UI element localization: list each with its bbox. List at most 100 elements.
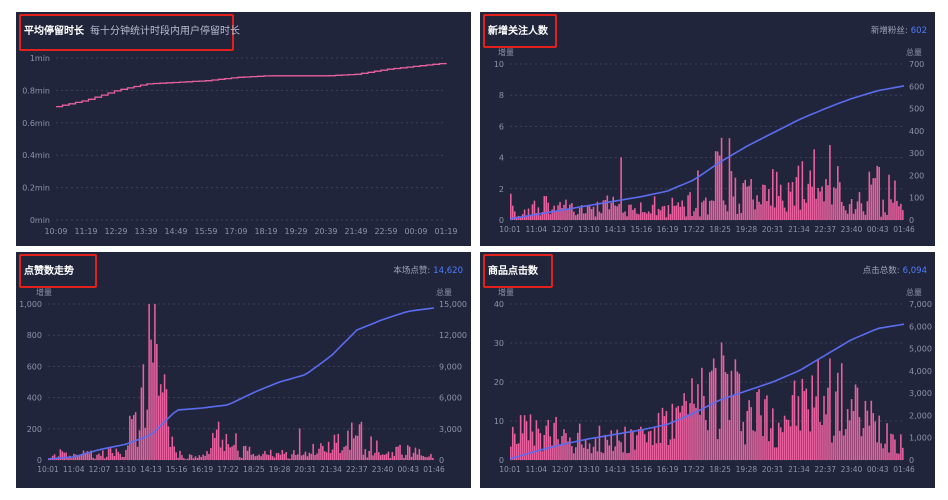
increment-bar <box>376 440 378 460</box>
x-tick-label: 20:31 <box>762 465 784 474</box>
increment-bar <box>381 454 384 460</box>
increment-bar <box>322 446 324 460</box>
y-tick-label: 0.2min <box>22 184 50 193</box>
increment-bar <box>202 454 204 460</box>
increment-bar <box>628 452 630 460</box>
increment-bar <box>673 205 676 220</box>
increment-bar <box>291 454 293 460</box>
increment-bar <box>671 197 674 220</box>
increment-bar <box>641 428 644 460</box>
increment-bar <box>545 196 548 220</box>
increment-bar <box>876 165 878 220</box>
x-tick-label: 16:19 <box>192 465 214 474</box>
increment-bar <box>596 451 599 460</box>
increment-bar <box>710 370 713 460</box>
increment-bar <box>306 456 309 460</box>
increment-bar <box>657 208 660 220</box>
increment-bar <box>569 437 571 460</box>
right-tick-label: 100 <box>909 194 924 203</box>
increment-bar <box>734 177 737 220</box>
increment-bar <box>246 450 249 460</box>
increment-bar <box>892 202 894 220</box>
increment-bar <box>414 447 417 460</box>
panel-title: 新增关注人数 <box>488 26 548 37</box>
right-tick-label: 12,000 <box>439 331 467 340</box>
increment-bar <box>632 430 634 460</box>
increment-bar <box>519 217 522 220</box>
increment-bar <box>801 161 804 220</box>
left-tick-label: 20 <box>494 378 504 387</box>
left-tick-label: 30 <box>494 339 504 348</box>
increment-bar <box>870 184 873 220</box>
increment-bar <box>590 209 593 220</box>
increment-bar <box>109 448 112 460</box>
right-axis-label: 总量 <box>436 287 452 297</box>
increment-bar <box>186 458 189 460</box>
increment-bar <box>669 439 672 460</box>
increment-bar <box>248 446 251 460</box>
stay-duration-line <box>56 62 447 108</box>
increment-bar <box>144 427 147 460</box>
left-tick-label: 600 <box>27 362 42 371</box>
increment-bar <box>779 427 782 460</box>
increment-bar <box>651 204 654 220</box>
increment-bar <box>795 177 798 220</box>
left-tick-label: 0 <box>37 456 42 465</box>
increment-bar <box>900 434 902 460</box>
increment-bar <box>206 451 208 460</box>
increment-bar <box>152 362 154 460</box>
increment-bar <box>96 454 98 460</box>
increment-bar <box>714 151 717 220</box>
increment-bar <box>337 433 340 460</box>
increment-bar <box>223 451 226 460</box>
x-tick-label: 10:09 <box>44 227 67 236</box>
increment-bar <box>866 410 869 460</box>
increment-bar <box>584 213 587 220</box>
increment-bar <box>882 448 884 460</box>
increment-bar <box>163 374 166 460</box>
x-tick-label: 12:07 <box>552 225 574 234</box>
increment-bar <box>661 206 664 220</box>
increment-bar <box>183 458 185 460</box>
increment-bar <box>643 434 646 460</box>
increment-bar <box>681 405 683 460</box>
increment-bar <box>612 450 615 460</box>
x-tick-label: 23:40 <box>372 465 394 474</box>
title-highlight-box <box>19 254 97 288</box>
increment-bar <box>622 452 624 460</box>
x-tick-label: 16:19 <box>657 465 679 474</box>
increment-bar <box>799 209 802 220</box>
increment-bar <box>797 396 800 460</box>
increment-bar <box>130 419 133 460</box>
increment-bar <box>119 453 121 460</box>
increment-bar <box>768 189 770 220</box>
increment-bar <box>127 445 129 460</box>
increment-bar <box>406 445 409 460</box>
increment-bar <box>63 452 65 460</box>
increment-bar <box>610 430 613 460</box>
increment-bar <box>685 216 687 220</box>
increment-bar <box>649 213 652 220</box>
increment-bar <box>557 439 559 460</box>
increment-bar <box>349 449 351 460</box>
increment-bar <box>632 209 634 220</box>
increment-bar <box>795 425 798 460</box>
increment-bar <box>838 182 841 220</box>
increment-bar <box>663 205 666 220</box>
increment-bar <box>835 188 837 220</box>
increment-bar <box>78 456 81 460</box>
increment-bar <box>358 424 361 460</box>
increment-bar <box>397 446 399 460</box>
increment-bar <box>140 387 143 460</box>
x-tick-label: 19:28 <box>736 465 758 474</box>
increment-bar <box>762 184 764 220</box>
increment-bar <box>677 202 680 220</box>
increment-bar <box>620 442 622 460</box>
increment-bar <box>82 450 85 460</box>
increment-bar <box>92 457 94 460</box>
increment-bar <box>640 202 642 220</box>
increment-bar <box>712 200 715 220</box>
increment-bar <box>758 389 760 460</box>
increment-bar <box>262 453 264 460</box>
increment-bar <box>823 201 825 220</box>
